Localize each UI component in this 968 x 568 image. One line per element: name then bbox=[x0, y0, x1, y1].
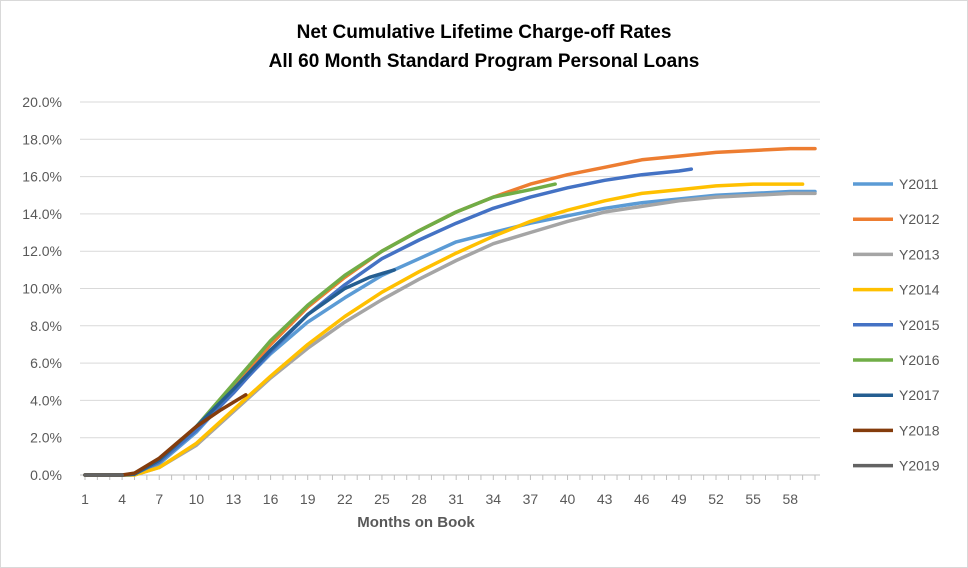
y-tick-label: 8.0% bbox=[30, 318, 62, 334]
x-tick-label: 43 bbox=[597, 491, 613, 507]
legend-label-y2011: Y2011 bbox=[899, 176, 939, 192]
x-tick-label: 55 bbox=[745, 491, 761, 507]
x-axis-label: Months on Book bbox=[357, 514, 475, 531]
y-tick-label: 12.0% bbox=[22, 243, 62, 259]
y-tick-label: 10.0% bbox=[22, 281, 62, 297]
x-tick-label: 49 bbox=[671, 491, 687, 507]
x-tick-label: 37 bbox=[523, 491, 539, 507]
series-line-y2015 bbox=[83, 167, 694, 477]
x-tick-label: 10 bbox=[189, 491, 205, 507]
x-tick-label: 1 bbox=[81, 491, 89, 507]
legend-label-y2013: Y2013 bbox=[899, 246, 940, 262]
y-tick-label: 0.0% bbox=[30, 467, 62, 483]
x-tick-label: 28 bbox=[411, 491, 427, 507]
x-tick-label: 46 bbox=[634, 491, 650, 507]
legend-label-y2017: Y2017 bbox=[899, 387, 940, 403]
x-axis: 1 4 7 10 13 16 19 22 25 28 31 34 37 40 43 46 49 52 55 58 bbox=[80, 474, 820, 507]
y-tick-label: 20.0% bbox=[22, 94, 62, 110]
chart-title: Net Cumulative Lifetime Charge-off Rates… bbox=[0, 18, 968, 76]
legend-label-y2014: Y2014 bbox=[899, 282, 940, 298]
y-tick-label: 4.0% bbox=[30, 392, 62, 408]
x-tick-label: 40 bbox=[560, 491, 576, 507]
legend-label-y2015: Y2015 bbox=[899, 317, 940, 333]
legend-label-y2012: Y2012 bbox=[899, 211, 940, 227]
x-tick-label: 31 bbox=[448, 491, 464, 507]
x-tick-label: 25 bbox=[374, 491, 390, 507]
y-axis-ticks: 0.0% 2.0% 4.0% 6.0% 8.0% 10.0% 12.0% 14.0% 16.0%… bbox=[22, 94, 62, 483]
series-line-y2014 bbox=[83, 182, 805, 477]
x-tick-label: 52 bbox=[708, 491, 724, 507]
legend-label-y2018: Y2018 bbox=[899, 422, 940, 438]
y-tick-label: 2.0% bbox=[30, 430, 62, 446]
series-line-y2016 bbox=[83, 182, 557, 477]
x-tick-label: 34 bbox=[486, 491, 502, 507]
x-tick-label: 58 bbox=[782, 491, 798, 507]
y-tick-label: 6.0% bbox=[30, 355, 62, 371]
y-tick-label: 14.0% bbox=[22, 206, 62, 222]
series-line-y2017 bbox=[83, 268, 397, 477]
x-tick-label: 19 bbox=[300, 491, 316, 507]
series-lines bbox=[83, 146, 817, 477]
x-tick-label: 16 bbox=[263, 491, 279, 507]
y-tick-label: 16.0% bbox=[22, 169, 62, 185]
legend: Y2011 Y2012 Y2013 Y2014 Y2015 Y2016 Y2017 Y2018… bbox=[853, 176, 940, 474]
x-tick-label: 13 bbox=[226, 491, 242, 507]
legend-label-y2019: Y2019 bbox=[899, 458, 940, 474]
chart-title-line-1: Net Cumulative Lifetime Charge-off Rates bbox=[296, 22, 672, 43]
x-tick-label: 7 bbox=[155, 491, 163, 507]
x-tick-label: 4 bbox=[118, 491, 126, 507]
y-tick-label: 18.0% bbox=[22, 131, 62, 147]
legend-label-y2016: Y2016 bbox=[899, 352, 940, 368]
chart-title-line-2: All 60 Month Standard Program Personal L… bbox=[268, 51, 700, 72]
x-tick-label: 22 bbox=[337, 491, 353, 507]
gridlines bbox=[80, 101, 820, 439]
